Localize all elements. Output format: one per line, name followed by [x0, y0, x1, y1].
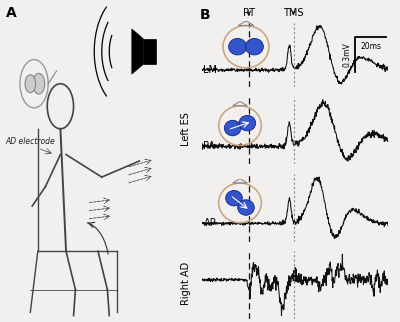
FancyBboxPatch shape [143, 39, 156, 64]
Text: PA: PA [204, 141, 216, 151]
Circle shape [246, 38, 263, 55]
Circle shape [238, 200, 254, 215]
Text: RT: RT [243, 8, 255, 18]
Text: Right AD: Right AD [181, 262, 191, 305]
Circle shape [25, 75, 36, 93]
Polygon shape [132, 29, 143, 74]
Text: A: A [6, 6, 17, 20]
Circle shape [224, 120, 241, 136]
Circle shape [229, 38, 246, 55]
Text: AD electrode: AD electrode [6, 137, 56, 146]
Text: Left ES: Left ES [181, 112, 191, 146]
Text: TMS: TMS [283, 8, 304, 18]
Text: LM: LM [204, 65, 218, 75]
Text: 20ms: 20ms [360, 42, 381, 51]
Text: B: B [200, 8, 211, 22]
Text: AP: AP [204, 219, 216, 229]
Circle shape [33, 73, 45, 94]
Text: 0.3mV: 0.3mV [343, 43, 352, 67]
Circle shape [239, 115, 256, 131]
Circle shape [226, 191, 242, 206]
